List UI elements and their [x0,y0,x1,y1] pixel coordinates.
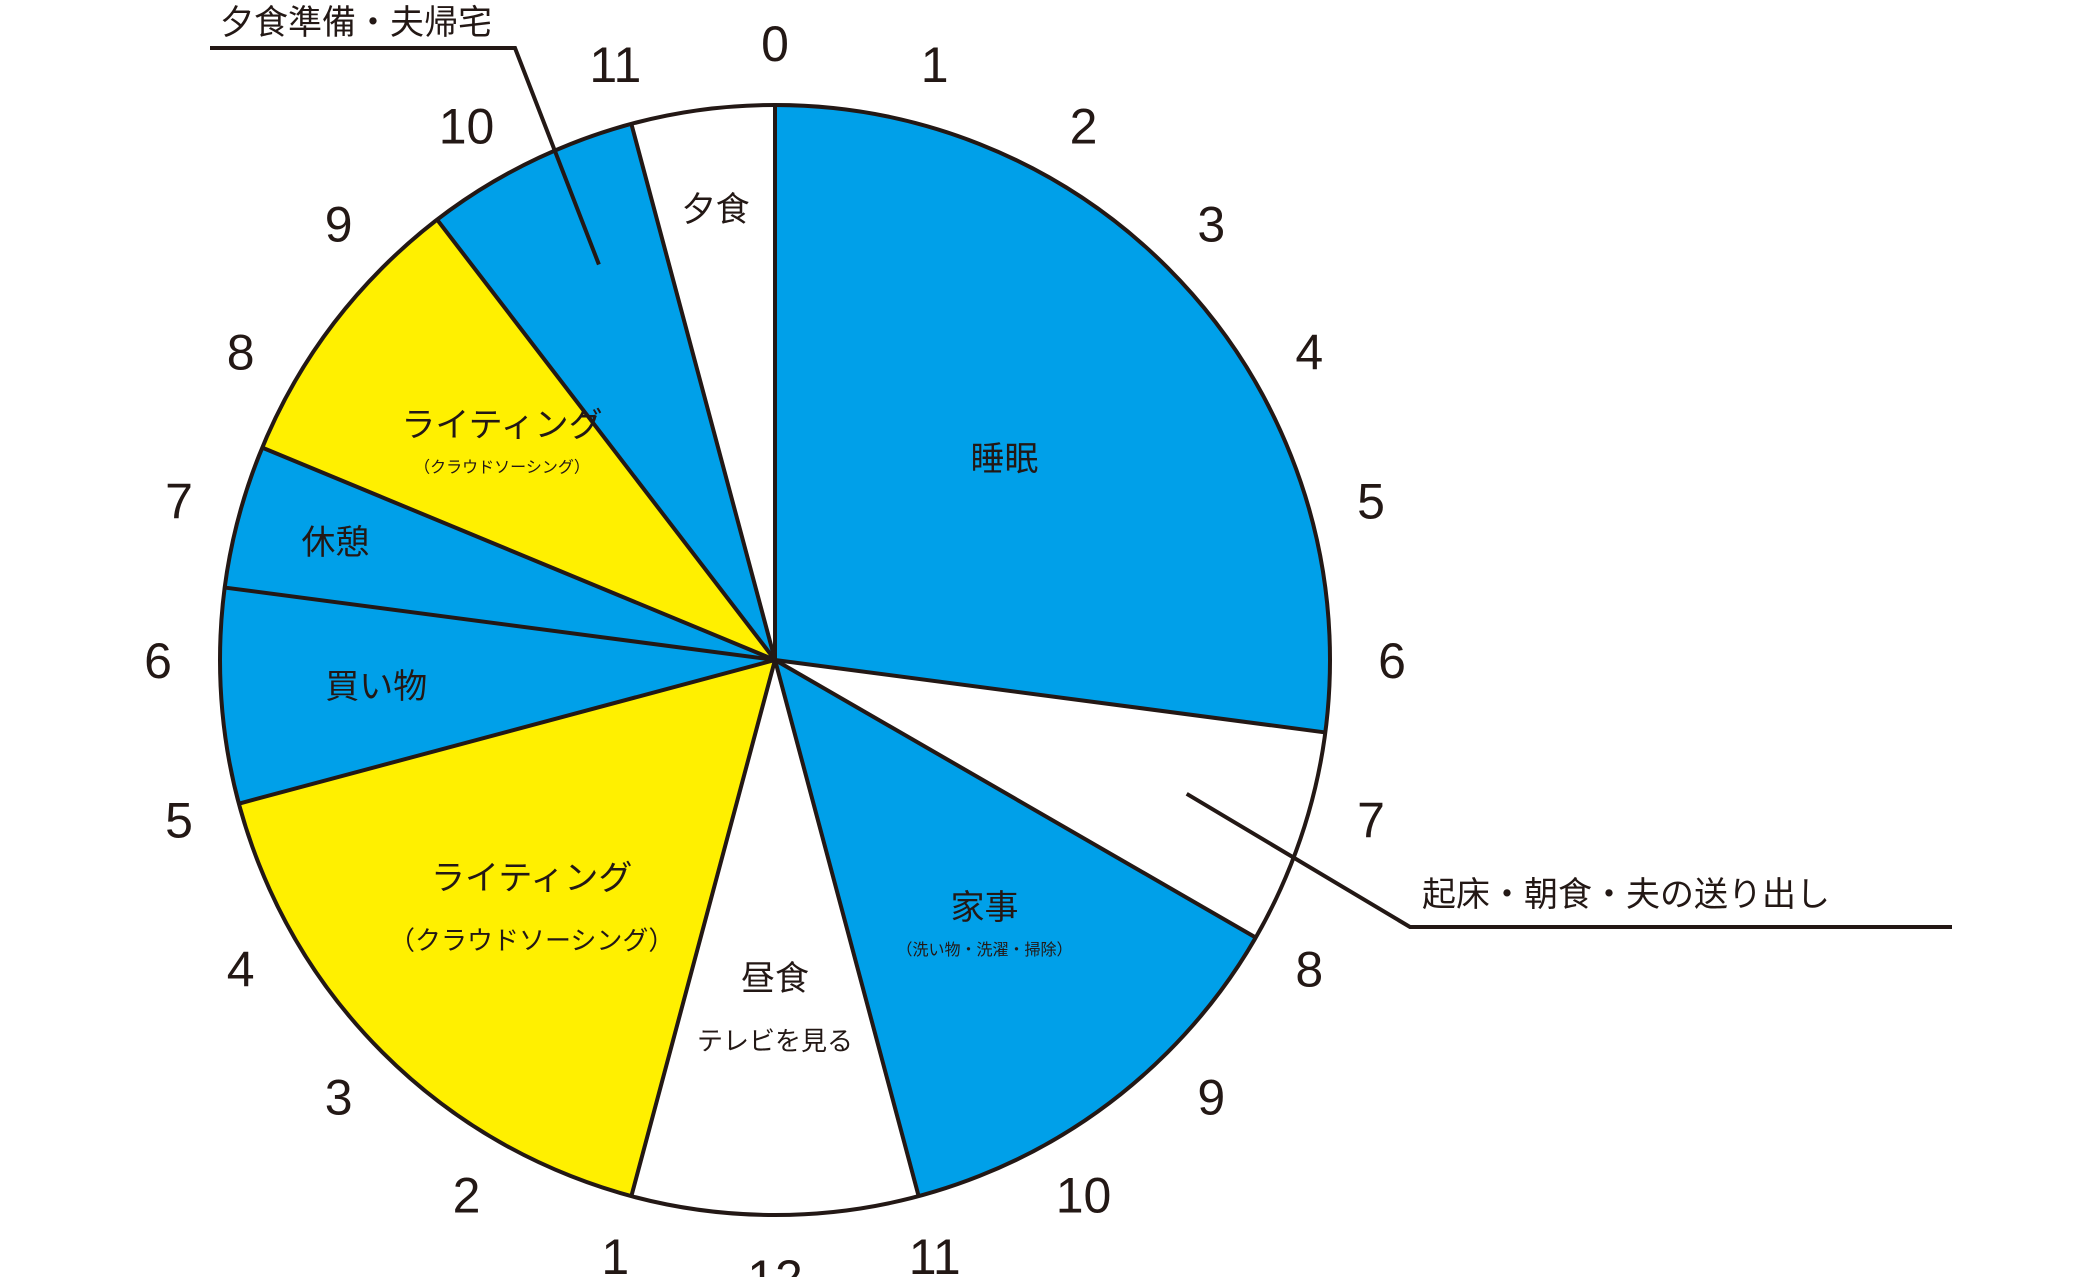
callout-label-1: 起床・朝食・夫の送り出し [1422,875,1830,915]
slice-sublabel-3: テレビを見る [697,1027,853,1057]
slice-sublabel-4: （クラウドソーシング） [389,926,674,956]
hour-label-6: 6 [1378,633,1406,689]
slice-divider-9 [629,123,777,661]
hour-label-7: 7 [1357,793,1385,849]
slice-8 [437,123,775,660]
slice-divider-5 [238,658,776,806]
slice-sublabel-7: （クラウドソーシング） [414,458,590,477]
slice-label-9: 夕食 [682,190,750,230]
callout-label-0: 夕食準備・夫帰宅 [220,3,492,43]
hour-label-2: 2 [1070,99,1098,155]
slice-label-0: 睡眠 [971,440,1039,480]
hour-label-12: 12 [747,1250,803,1277]
hour-label-13: 1 [601,1229,629,1277]
hour-label-21: 9 [325,197,353,253]
slice-label-6: 休憩 [301,523,369,563]
slice-sublabel-2: （洗い物・洗濯・掃除） [896,940,1072,959]
slice-divider-4 [629,659,777,1197]
slice-5 [220,587,775,804]
hour-label-9: 9 [1197,1069,1225,1125]
slice-divider-6 [224,585,776,662]
hour-label-8: 8 [1295,942,1323,998]
slice-0 [775,105,1330,733]
hour-label-18: 6 [144,633,172,689]
slice-4 [238,660,775,1197]
hour-label-17: 5 [165,793,193,849]
slice-1 [775,660,1326,938]
slice-divider-2 [773,658,1257,940]
hour-label-10: 10 [1056,1167,1112,1223]
slice-2 [775,660,1256,1197]
slice-divider-7 [261,445,776,662]
slice-label-4: ライティング [431,858,632,898]
hour-label-20: 8 [227,325,255,381]
slice-divider-8 [435,218,777,662]
hour-label-4: 4 [1295,325,1323,381]
hour-label-5: 5 [1357,473,1385,529]
slice-divider-1 [774,658,1326,735]
hour-label-15: 3 [325,1069,353,1125]
hour-label-19: 7 [165,473,193,529]
slice-label-5: 買い物 [325,667,427,707]
hour-label-22: 10 [439,99,495,155]
hour-label-11: 11 [909,1229,961,1277]
slice-3 [631,660,919,1215]
slice-6 [224,447,775,660]
slice-label-3: 昼食 [741,959,809,999]
hour-label-0: 0 [761,16,789,72]
hour-label-1: 1 [921,37,949,93]
slice-label-2: 家事 [951,888,1019,928]
slice-label-7: ライティング [401,406,602,446]
slice-divider-3 [773,659,921,1197]
slice-7 [262,219,775,660]
hour-label-16: 4 [227,942,255,998]
hour-label-3: 3 [1197,197,1225,253]
callout-line-0 [210,46,601,266]
hour-label-23: 11 [589,37,641,93]
hour-label-14: 2 [453,1167,481,1223]
callout-line-1 [1185,792,1952,929]
